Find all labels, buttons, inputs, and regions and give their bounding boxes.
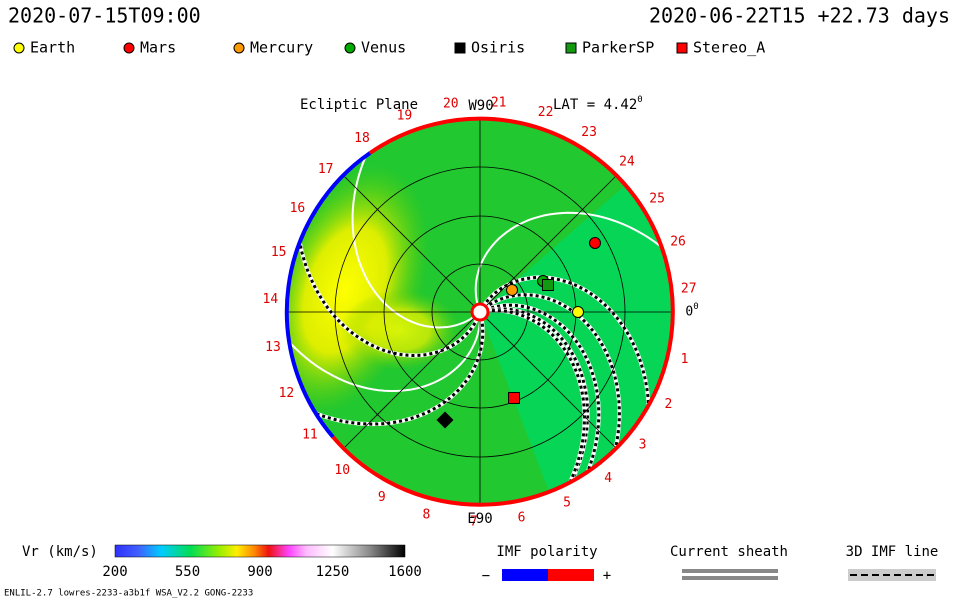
imf3d-label: 3D IMF line	[846, 544, 939, 560]
imf-pos	[548, 569, 594, 581]
ring-label: 13	[265, 340, 281, 355]
colorbar	[114, 544, 406, 558]
ring-label: 8	[422, 508, 430, 523]
ring-label: 19	[397, 109, 413, 124]
colorbar-tick: 1600	[388, 564, 422, 580]
craft-marker	[436, 411, 454, 429]
craft-marker	[572, 306, 584, 318]
ring-label: 21	[491, 95, 507, 110]
sheath-line	[682, 576, 778, 580]
craft-marker	[508, 392, 520, 404]
latitude: LAT = 4.420	[553, 95, 643, 114]
ring-label: 11	[302, 428, 318, 443]
ring-label: 18	[354, 131, 370, 146]
legend-marker	[13, 42, 25, 54]
w90: W90	[468, 98, 493, 114]
ring-label: 12	[279, 386, 295, 401]
current-sheath	[287, 262, 482, 392]
colorbar-tick: 1250	[316, 564, 350, 580]
legend: Earth Mars Mercury Venus Osiris ParkerSP Stere…	[13, 39, 765, 57]
colorbar-tick: 900	[247, 564, 272, 580]
ring-degree: 0	[693, 302, 698, 312]
sun	[470, 302, 490, 322]
ring-label: 24	[619, 154, 635, 169]
ring-label: 5	[563, 496, 571, 511]
ring-label: 4	[604, 471, 612, 486]
craft-marker	[542, 279, 554, 291]
e90: E90	[467, 511, 492, 527]
ring-label: 17	[318, 162, 334, 177]
legend-label: Stereo_A	[693, 39, 765, 57]
imf-line	[479, 307, 590, 505]
legend-marker	[676, 42, 688, 54]
start-time: 2020-06-22T15 +22.73 days	[649, 4, 950, 28]
ring-label: 7	[470, 514, 478, 529]
imf-neg	[502, 569, 548, 581]
plot-title: Ecliptic Plane	[300, 97, 418, 113]
legend-label: Mercury	[250, 39, 313, 57]
imf3d-bg	[848, 569, 936, 581]
ring-label: 22	[538, 105, 554, 120]
colorbar-label: Vr (km/s)	[22, 544, 98, 560]
legend-label: Osiris	[471, 39, 525, 57]
ring-label: 23	[581, 125, 597, 140]
footer: ENLIL-2.7 lowres-2233-a3b1f WSA_V2.2 GON…	[4, 589, 253, 599]
ring-label: 2	[665, 397, 673, 412]
boundary-neg	[284, 151, 372, 439]
legend-label: Venus	[361, 39, 406, 57]
ring-label: 16	[290, 201, 306, 216]
sheath-line	[682, 569, 778, 573]
ring-label: 9	[378, 490, 386, 505]
ring-label: 26	[670, 235, 686, 250]
imf-plus: +	[603, 568, 611, 584]
legend-marker	[344, 42, 356, 54]
legend-marker	[454, 42, 466, 54]
ring-label: 25	[649, 192, 665, 207]
lat-text: LAT = 4.42	[553, 97, 637, 113]
ring-label: 20	[443, 97, 459, 112]
colorbar-tick: 550	[175, 564, 200, 580]
legend-marker	[233, 42, 245, 54]
ring-label: 1	[681, 352, 689, 367]
legend-label: Mars	[140, 39, 176, 57]
ring-label: 15	[271, 245, 287, 260]
ring-label: 3	[639, 438, 647, 453]
legend-label: ParkerSP	[582, 39, 654, 57]
sheath-label: Current sheath	[670, 544, 788, 560]
legend-marker	[565, 42, 577, 54]
ring-label: 10	[334, 463, 350, 478]
ring-label: 14	[263, 292, 279, 307]
legend-marker	[123, 42, 135, 54]
imf-label: IMF polarity	[496, 544, 597, 560]
craft-marker	[589, 237, 601, 249]
run-time: 2020-07-15T09:00	[8, 4, 201, 28]
legend-label: Earth	[30, 39, 75, 57]
ring-label: 6	[518, 510, 526, 525]
imf-minus: −	[482, 568, 490, 584]
craft-marker	[506, 284, 518, 296]
ring-label: 27	[681, 281, 697, 296]
ring-label: 00	[685, 302, 698, 320]
colorbar-tick: 200	[102, 564, 127, 580]
boundary-pos	[331, 116, 675, 507]
lat-degree: 0	[637, 95, 642, 105]
